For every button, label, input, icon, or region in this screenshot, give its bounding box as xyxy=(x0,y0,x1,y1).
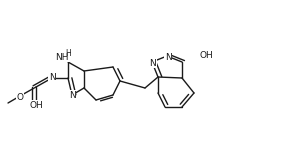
Text: O: O xyxy=(16,92,24,102)
Text: N: N xyxy=(49,74,55,83)
Text: OH: OH xyxy=(29,101,43,109)
Text: NH: NH xyxy=(55,53,69,61)
Text: N: N xyxy=(150,59,156,67)
Text: N: N xyxy=(164,53,171,61)
Text: OH: OH xyxy=(200,52,214,60)
Text: H: H xyxy=(65,50,71,59)
Text: N: N xyxy=(69,90,75,100)
